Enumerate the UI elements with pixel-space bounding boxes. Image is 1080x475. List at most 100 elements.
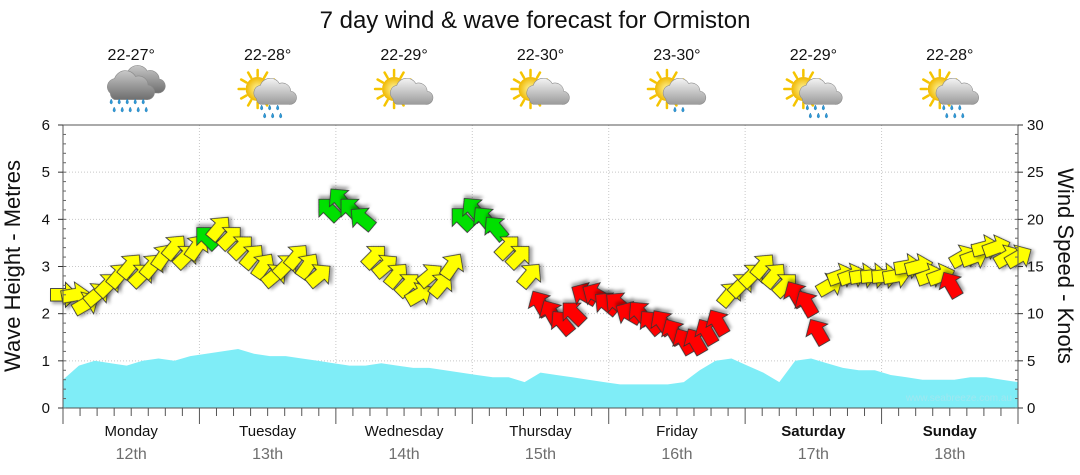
rain-icon xyxy=(107,65,166,113)
sun-ray xyxy=(945,71,951,79)
rain-drop xyxy=(824,112,828,119)
cloud-body xyxy=(526,77,570,105)
left-tick-label: 5 xyxy=(42,164,50,181)
rain-drop xyxy=(805,104,809,111)
left-tick-label: 2 xyxy=(42,306,50,323)
rain-drop xyxy=(117,98,121,105)
sun-cloud-icon xyxy=(373,68,434,110)
cloud-shape xyxy=(662,77,707,105)
rain-drop xyxy=(109,98,113,105)
sun-ray xyxy=(792,71,799,79)
right-tick-label: 15 xyxy=(1027,259,1044,276)
sun-ray xyxy=(512,78,521,84)
rain-drop xyxy=(681,106,685,113)
wind-arrow-red xyxy=(938,271,964,300)
sun-ray xyxy=(262,71,269,79)
rain-drop xyxy=(673,106,677,113)
rain-drop xyxy=(268,104,272,111)
rain-drop xyxy=(950,104,954,111)
cloud-shape xyxy=(107,70,155,100)
date-label: 14th xyxy=(389,446,420,463)
rain-drop xyxy=(821,104,825,111)
wave-height-series xyxy=(63,349,1018,408)
cloud-body xyxy=(799,77,843,105)
credit-text: www.seabreeze.com.au xyxy=(905,393,1012,404)
wind-arrow-yellow xyxy=(760,263,786,291)
temperature-range: 22-29° xyxy=(790,47,837,64)
day-label-friday: Friday xyxy=(656,423,698,440)
cloud-body xyxy=(390,77,434,105)
cloud-body xyxy=(662,77,707,105)
sun-cloud-drizzle-icon xyxy=(646,68,707,113)
sun-ray xyxy=(239,78,248,84)
wind-arrow-yellow xyxy=(515,263,542,291)
left-axis-title: Wave Height - Metres xyxy=(0,160,25,372)
rain-drop xyxy=(945,112,949,119)
rain-drop xyxy=(271,112,275,119)
date-label: 12th xyxy=(116,446,147,463)
wind-arrow-yellow xyxy=(226,236,252,262)
rain-drop xyxy=(942,104,946,111)
rain-drop xyxy=(112,106,116,113)
cloud-body xyxy=(253,77,297,105)
wind-arrow-yellow xyxy=(205,216,231,244)
rain-drop xyxy=(141,98,145,105)
sun-ray xyxy=(649,94,657,100)
left-tick-label: 3 xyxy=(42,259,50,276)
rain-drop xyxy=(279,112,283,119)
wind-arrow-yellow xyxy=(504,246,530,271)
wind-arrow-yellow xyxy=(360,246,385,271)
weather-row: 22-27° 22-28° 22-29° 22-30° 23-30° 22-29° 22-2… xyxy=(107,47,979,119)
day-label-tuesday: Tuesday xyxy=(239,423,296,440)
right-tick-label: 5 xyxy=(1027,353,1035,370)
cloud-body xyxy=(935,77,979,105)
cloud-body xyxy=(107,70,155,100)
wave-area xyxy=(63,349,1018,408)
sun-ray xyxy=(785,94,794,100)
sun-ray xyxy=(519,99,526,107)
sun-ray xyxy=(399,71,405,79)
day-label-wednesday: Wednesday xyxy=(365,423,444,440)
left-tick-label: 0 xyxy=(42,400,50,417)
rain-drop xyxy=(260,104,264,111)
rain-drop xyxy=(958,104,962,111)
sun-cloud-rain-icon xyxy=(783,68,843,119)
day-label-saturday: Saturday xyxy=(781,423,846,440)
axes: 0 1 2 3 4 5 6 0 5 10 15 20 25 30 Monday 12th Tuesday 13th… xyxy=(42,117,1044,463)
sun-ray xyxy=(672,71,678,79)
wind-arrow-yellow xyxy=(282,245,308,272)
left-tick-label: 1 xyxy=(42,353,50,370)
temperature-range: 22-28° xyxy=(244,47,291,64)
wind-arrow-yellow xyxy=(304,264,331,290)
wind-arrow-yellow xyxy=(427,273,453,300)
sun-ray xyxy=(656,71,662,79)
sun-ray xyxy=(929,99,935,107)
right-tick-label: 30 xyxy=(1027,117,1044,134)
day-label-monday: Monday xyxy=(105,423,159,440)
wind-arrow-yellow xyxy=(238,245,264,272)
left-tick-label: 6 xyxy=(42,117,50,134)
temperature-range: 22-29° xyxy=(380,47,427,64)
wind-arrow-yellow xyxy=(382,263,408,291)
right-tick-label: 25 xyxy=(1027,164,1044,181)
sun-ray xyxy=(239,94,248,100)
rain-drop xyxy=(808,112,812,119)
sun-cloud-rain-icon xyxy=(919,68,979,119)
sun-ray xyxy=(785,78,794,84)
right-tick-label: 20 xyxy=(1027,211,1044,228)
wind-arrow-yellow xyxy=(493,236,519,262)
wind-arrow-yellow xyxy=(160,235,186,262)
right-axis-title: Wind Speed - Knots xyxy=(1053,168,1078,364)
wind-arrow-yellow xyxy=(215,227,241,253)
cloud-shape xyxy=(390,77,434,105)
sun-ray xyxy=(512,94,521,100)
day-label-thursday: Thursday xyxy=(509,423,572,440)
rain-drop xyxy=(133,98,137,105)
sun-ray xyxy=(649,78,657,84)
cloud-shape xyxy=(799,77,843,105)
cloud-shape xyxy=(253,77,297,105)
sun-ray xyxy=(246,99,253,107)
rain-drop xyxy=(953,112,957,119)
cloud-shape xyxy=(935,77,979,105)
rain-drop xyxy=(125,98,129,105)
